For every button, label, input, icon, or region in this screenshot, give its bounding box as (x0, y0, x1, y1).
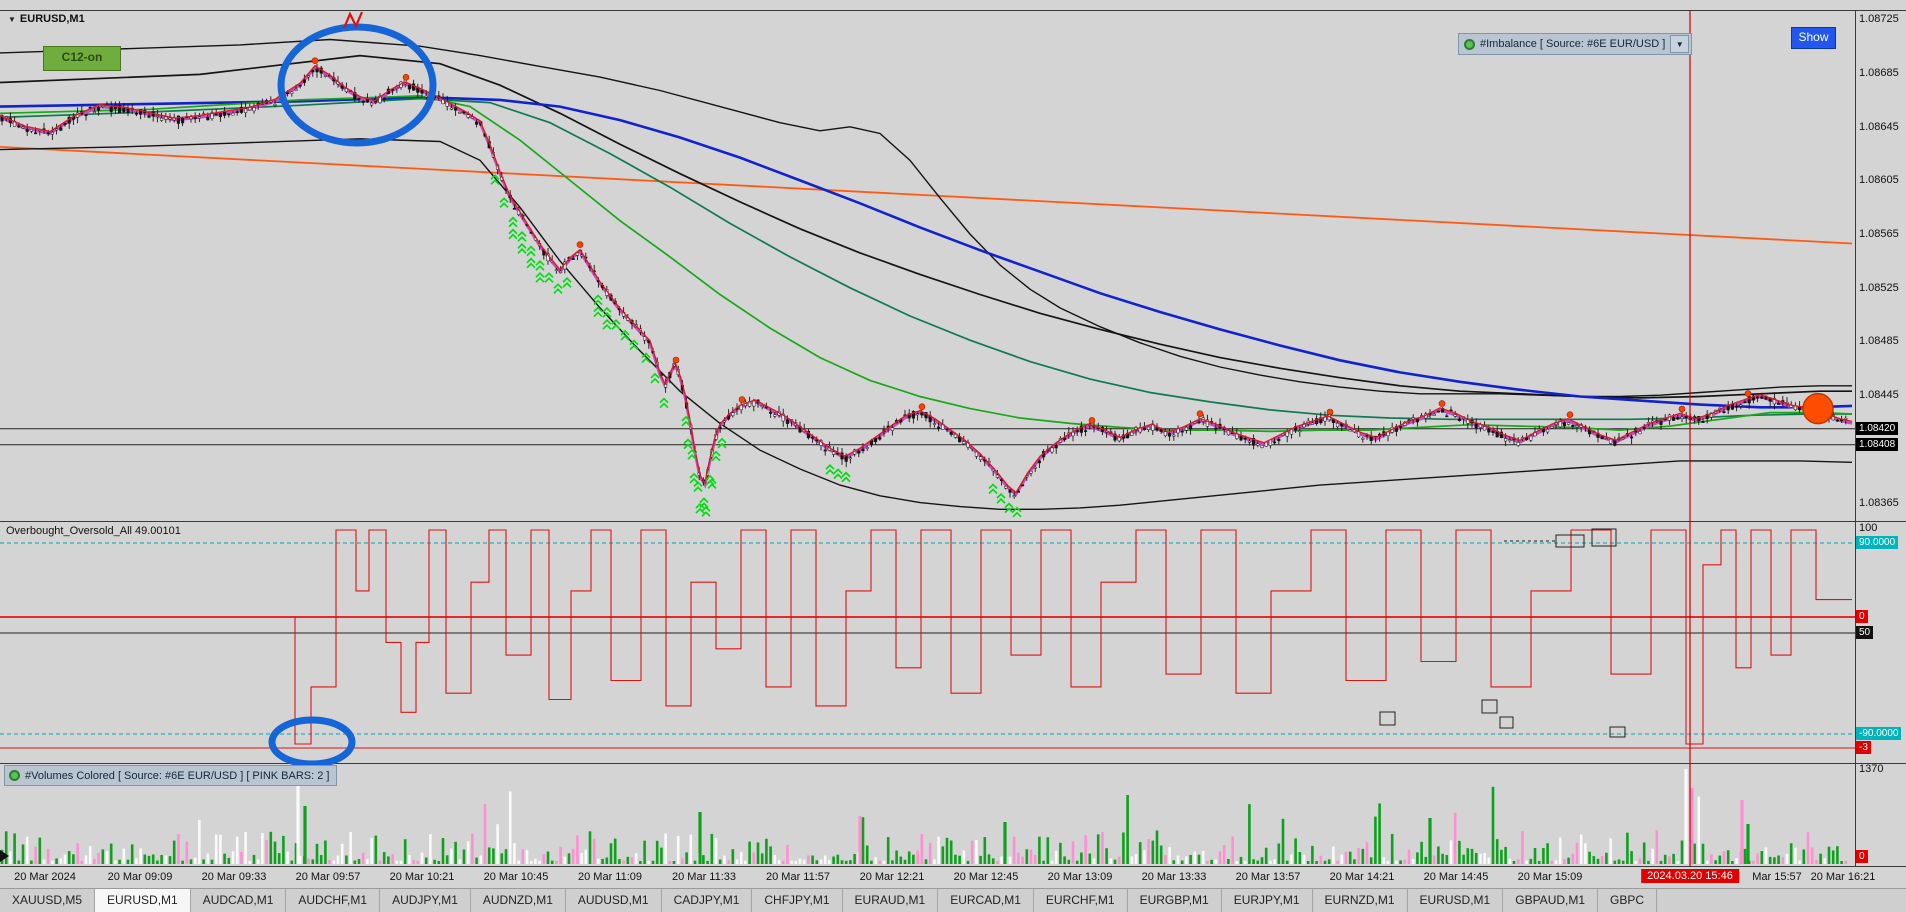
symbol-dropdown-icon: ▼ (8, 14, 16, 24)
drawn-rectangle-object[interactable] (1499, 716, 1514, 729)
indicator-status-icon (9, 770, 20, 781)
volume-spike (1740, 800, 1744, 864)
volume-spike (1684, 769, 1688, 864)
chart-tab-audjpy-m1[interactable]: AUDJPY,M1 (380, 889, 471, 912)
time-axis-label: 20 Mar 13:33 (1141, 871, 1207, 883)
highlight-circle-marker[interactable] (1802, 392, 1834, 425)
drawn-rectangle-object[interactable] (1481, 699, 1498, 714)
selected-time-label: 2024.03.20 15:46 (1641, 869, 1739, 883)
chart-tab-audcad-m1[interactable]: AUDCAD,M1 (190, 889, 287, 912)
chart-tab-bar: XAUUSD,M5 EURUSD,M1 AUDCAD,M1 AUDCHF,M1 AUDJ… (0, 888, 1906, 912)
time-axis-label: 20 Mar 14:45 (1423, 871, 1489, 883)
chart-tab-eurjpy-m1[interactable]: EURJPY,M1 (1221, 889, 1313, 912)
candles (0, 63, 1848, 499)
chart-tab-audnzd-m1[interactable]: AUDNZD,M1 (470, 889, 566, 912)
volume-spike (1690, 788, 1694, 864)
imbalance-indicator-panel[interactable]: #Imbalance [ Source: #6E EUR/USD ] ▼ (1458, 33, 1693, 55)
time-axis-label: 20 Mar 13:57 (1235, 871, 1301, 883)
time-axis-label: 20 Mar 09:09 (107, 871, 173, 883)
volume-spike (1428, 818, 1432, 864)
volume-spike (1746, 824, 1750, 864)
price-axis[interactable] (1856, 10, 1906, 866)
blue-ma-line (0, 95, 1853, 409)
time-axis-label: 20 Mar 11:09 (577, 871, 643, 883)
volumes-label-text: #Volumes Colored [ Source: #6E EUR/USD ]… (25, 769, 330, 782)
slow-green-ma-line (0, 97, 1852, 421)
chart-tab-euraud-m1[interactable]: EURAUD,M1 (842, 889, 939, 912)
hand-drawn-circle-annotation[interactable] (268, 716, 356, 768)
symbol-timeframe-label[interactable]: ▼ EURUSD,M1 (8, 13, 85, 25)
time-axis-label: 20 Mar 09:33 (201, 871, 267, 883)
chart-tab-audchf-m1[interactable]: AUDCHF,M1 (286, 889, 381, 912)
oscillator-title: Overbought_Oversold_All 49.00101 (6, 525, 181, 537)
imbalance-dropdown-button[interactable]: ▼ (1670, 35, 1690, 53)
drawn-rectangle-object[interactable] (1591, 528, 1617, 547)
time-axis-label: 20 Mar 12:45 (953, 871, 1019, 883)
symbol-text: EURUSD,M1 (19, 13, 85, 25)
volume-spike (698, 812, 702, 864)
volumes-indicator-label[interactable]: #Volumes Colored [ Source: #6E EUR/USD ]… (4, 765, 338, 786)
hand-drawn-scribble[interactable] (342, 11, 364, 29)
chart-tab-eurcad-m1[interactable]: EURCAD,M1 (938, 889, 1034, 912)
chart-tab-eurusd-m1[interactable]: EURUSD,M1 (1407, 889, 1504, 912)
time-axis-label: 20 Mar 11:33 (671, 871, 737, 883)
sell-signal-dots (311, 57, 1752, 424)
chart-tab-gbpc[interactable]: GBPC (1598, 889, 1658, 912)
buy-signal-arrows (490, 174, 1022, 518)
mid-band-line (0, 54, 1852, 399)
magenta-ma-line (0, 65, 1853, 497)
time-axis-label: 20 Mar 2024 (14, 871, 76, 883)
upper-band-line (0, 38, 1852, 398)
time-axis-label: 20 Mar 11:57 (765, 871, 831, 883)
drawn-rectangle-object[interactable] (1609, 726, 1626, 738)
time-axis-label: 20 Mar 16:21 (1810, 871, 1876, 883)
chart-tab-eurnzd-m1[interactable]: EURNZD,M1 (1312, 889, 1408, 912)
chart-tab-cadjpy-m1[interactable]: CADJPY,M1 (661, 889, 753, 912)
oscillator-line (0, 529, 1852, 745)
orange-trend-line (0, 146, 1853, 245)
drawn-rectangle-object[interactable] (1555, 534, 1585, 548)
show-button[interactable]: Show (1791, 27, 1836, 49)
volume-spike (296, 774, 300, 864)
price-series-lines (0, 38, 1853, 510)
time-axis-label: 20 Mar 13:09 (1047, 871, 1113, 883)
imbalance-label: #Imbalance [ Source: #6E EUR/USD ] (1480, 38, 1666, 50)
volume-spike (303, 806, 307, 864)
time-axis-label: 20 Mar 09:57 (295, 871, 361, 883)
time-axis-label: Mar 15:57 (1752, 871, 1802, 883)
c12-toggle-button[interactable]: C12-on (43, 46, 121, 71)
time-axis-label: 20 Mar 14:21 (1329, 871, 1395, 883)
chart-tab-xauusd-m5[interactable]: XAUUSD,M5 (0, 889, 96, 912)
time-axis-label: 20 Mar 15:09 (1517, 871, 1583, 883)
volume-bars (0, 769, 1848, 864)
volume-spike (858, 816, 862, 864)
time-axis-label: 20 Mar 10:45 (483, 871, 549, 883)
drawn-rectangle-object[interactable] (1379, 711, 1396, 726)
red-ma-line (0, 64, 1853, 494)
chart-tab-eurgbp-m1[interactable]: EURGBP,M1 (1127, 889, 1222, 912)
volume-spike (1003, 822, 1007, 864)
time-axis-label: 20 Mar 10:21 (389, 871, 455, 883)
hand-drawn-circle-annotation[interactable] (277, 23, 437, 147)
indicator-status-icon (1464, 38, 1475, 50)
chart-tab-eurchf-m1[interactable]: EURCHF,M1 (1033, 889, 1128, 912)
fast-green-ma-line (0, 95, 1853, 433)
lower-band-line (0, 138, 1853, 510)
chart-canvas[interactable] (0, 0, 1906, 867)
volume-zero-marker (0, 850, 9, 862)
chart-tab-eurusd-m1[interactable]: EURUSD,M1 (95, 889, 191, 912)
time-axis-label: 20 Mar 12:21 (859, 871, 925, 883)
chart-tab-audusd-m1[interactable]: AUDUSD,M1 (565, 889, 662, 912)
chart-tab-chfjpy-m1[interactable]: CHFJPY,M1 (752, 889, 843, 912)
chart-tab-gbpaud-m1[interactable]: GBPAUD,M1 (1503, 889, 1599, 912)
